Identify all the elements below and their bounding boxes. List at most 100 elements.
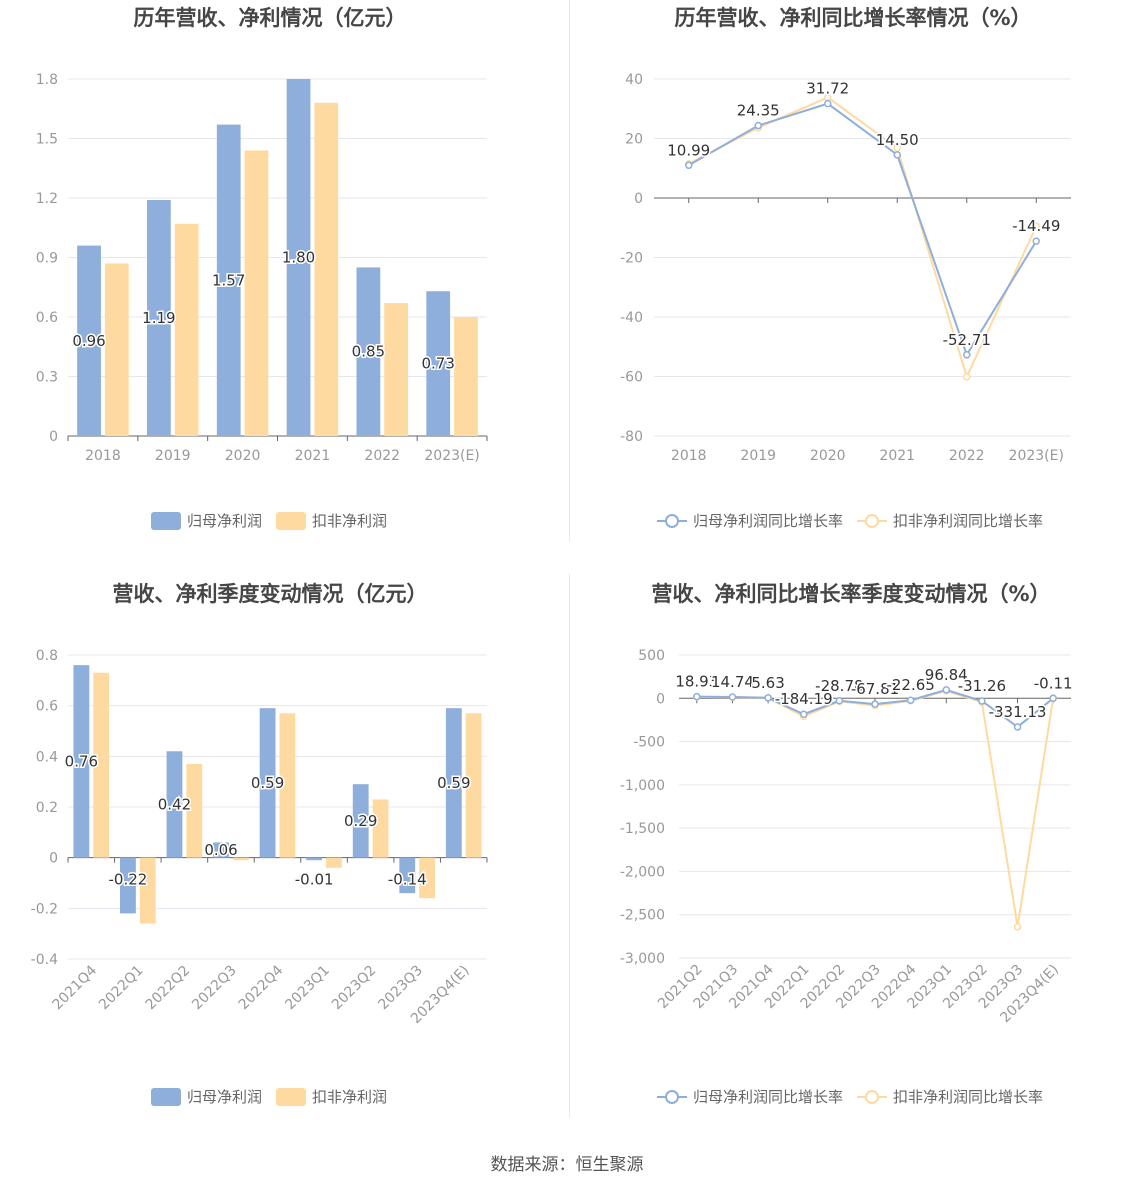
y-tick-label: -80 (620, 429, 643, 445)
x-tick-label: 2021 (295, 448, 331, 464)
y-tick-label: -1,500 (620, 821, 665, 837)
y-tick-label: -60 (620, 370, 643, 386)
legend-label: 扣非净利润同比增长率 (893, 512, 1043, 530)
data-point (893, 144, 901, 152)
data-label: 10.99 (667, 141, 710, 159)
x-tick-label: 2021Q4 (50, 962, 101, 1013)
x-tick-label: 2019 (740, 448, 776, 464)
data-label: -184.19 (775, 690, 833, 708)
data-label: 5.63 (751, 674, 784, 692)
legend-marker (665, 514, 679, 528)
data-point (963, 351, 971, 359)
chart-title: 历年营收、净利情况（亿元） (134, 6, 407, 30)
data-label: -31.26 (958, 677, 1006, 695)
data-label: 18.93 (675, 673, 718, 691)
data-point (1013, 723, 1022, 731)
data-label: 0.76 (65, 752, 98, 770)
x-tick-label: 2018 (85, 448, 121, 464)
data-point (963, 373, 971, 381)
x-tick-label: 2022Q2 (143, 963, 194, 1014)
data-point (824, 99, 832, 108)
series-line-deducted-profit-growth (688, 96, 1038, 380)
chart-title: 营收、净利同比增长率季度变动情况（%） (651, 582, 1050, 606)
bar-net-profit (426, 291, 451, 436)
data-label: 14.50 (876, 131, 919, 149)
bar-deducted-profit (419, 857, 435, 899)
data-label: 1.19 (142, 309, 175, 327)
y-tick-label: 0 (656, 691, 665, 707)
data-label: 1.80 (282, 249, 315, 267)
data-label: 24.35 (737, 102, 780, 120)
bar-deducted-profit (279, 713, 296, 858)
x-tick-label: 2020 (225, 448, 261, 464)
bar-deducted-profit (465, 713, 482, 858)
data-point (893, 151, 901, 159)
y-tick-label: 0 (49, 429, 58, 445)
data-label: -22.65 (886, 676, 934, 694)
y-tick-label: 0.3 (36, 370, 58, 386)
data-point (693, 692, 701, 701)
y-tick-label: 0.4 (36, 749, 58, 765)
legend-marker (865, 514, 879, 528)
data-point (728, 693, 737, 701)
data-label: -0.01 (295, 871, 334, 889)
legend-swatch (151, 1088, 181, 1106)
y-tick-label: 1.5 (36, 132, 58, 148)
bar-deducted-profit (454, 317, 478, 436)
chart-annual-growth: 历年营收、净利同比增长率情况（%） -80 -60 -40 -20 0 20 40 2018 20… (620, 6, 1071, 530)
legend-label: 归母净利润同比增长率 (693, 512, 843, 530)
legend-swatch (276, 512, 306, 530)
data-point (685, 161, 693, 170)
x-tick-label: 2021 (879, 448, 915, 464)
series-line-deducted-profit-growth (696, 689, 1055, 927)
bar-net-profit (306, 857, 323, 861)
chart-title: 历年营收、净利同比增长率情况（%） (674, 6, 1031, 30)
data-label: 0.06 (204, 841, 237, 859)
data-point (1013, 923, 1022, 931)
y-tick-label: 0.9 (36, 251, 58, 267)
bar-deducted-profit (384, 303, 408, 436)
bar-net-profit (286, 79, 311, 436)
y-tick-label: -40 (620, 310, 643, 326)
chart-quarterly-growth: 营收、净利同比增长率季度变动情况（%） -3,000 -2,500 -2,000 -1,… (620, 582, 1074, 1106)
y-tick-label: -3,000 (620, 951, 665, 967)
bar-deducted-profit (139, 857, 156, 924)
bar-net-profit (445, 708, 462, 858)
legend-label: 归母净利润 (187, 1088, 262, 1106)
data-source-footer: 数据来源：恒生聚源 (490, 1155, 644, 1175)
y-tick-label: -1,000 (620, 778, 665, 794)
y-tick-label: 0.6 (36, 699, 58, 715)
y-tick-label: 20 (625, 132, 643, 148)
data-point (1049, 694, 1057, 703)
data-label: -0.14 (388, 871, 427, 889)
data-label: -0.11 (1034, 674, 1073, 692)
y-tick-label: -0.2 (31, 901, 58, 917)
data-label: 14.74 (711, 673, 754, 691)
y-tick-label: 0.8 (36, 648, 58, 664)
data-label: 31.72 (806, 80, 849, 98)
data-label: 1.57 (212, 271, 245, 289)
panel-divider-top (569, 0, 570, 542)
data-label: 0.59 (251, 774, 284, 792)
x-tick-label: 2022Q4 (236, 962, 287, 1013)
bar-deducted-profit (232, 857, 249, 861)
y-tick-label: -2,500 (620, 908, 665, 924)
x-tick-label: 2022Q3 (189, 963, 240, 1014)
x-tick-label: 2022Q1 (96, 963, 147, 1014)
panel-divider-bottom (569, 574, 570, 1118)
x-tick-label: 2023(E) (1009, 448, 1064, 464)
chart-quarterly-profit: 营收、净利季度变动情况（亿元） -0.4 -0.2 0 0.2 0.4 0.6 0.8 2021… (31, 582, 488, 1106)
legend-swatch (276, 1088, 306, 1106)
data-label: -28.78 (815, 677, 863, 695)
x-tick-label: 2022 (949, 448, 985, 464)
x-tick-label: 2020 (810, 448, 846, 464)
bar-net-profit (77, 245, 101, 436)
bar-deducted-profit (326, 857, 342, 868)
data-label: -14.49 (1012, 217, 1060, 235)
y-tick-label: 40 (625, 72, 643, 88)
legend-marker (865, 1090, 879, 1104)
legend-marker (665, 1090, 679, 1104)
y-tick-label: 0.6 (36, 310, 58, 326)
data-label: 0.85 (352, 343, 385, 361)
panel-quarterly-profit: 营收、净利季度变动情况（亿元） -0.4 -0.2 0 0.2 0.4 0.6 0.8 2021… (0, 574, 567, 1124)
